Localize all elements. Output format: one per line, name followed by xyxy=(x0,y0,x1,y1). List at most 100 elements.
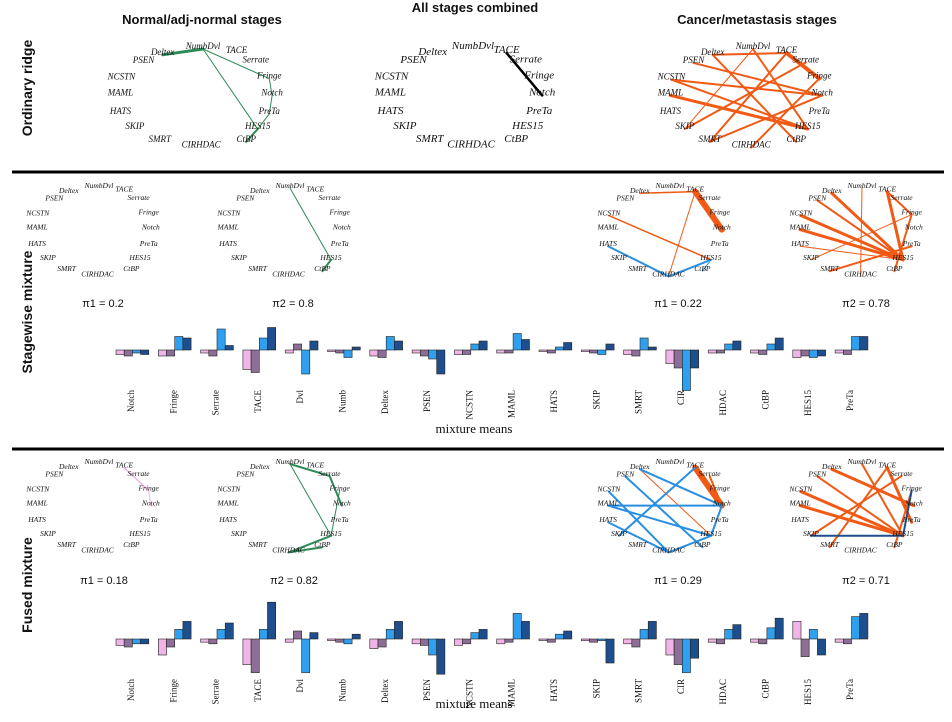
gene-label-HES15: HES15 xyxy=(319,529,341,538)
bar-Dvl-s4 xyxy=(309,340,319,351)
edge-NCSTN-HES15 xyxy=(608,214,712,261)
tick-label-HDAC: HDAC xyxy=(718,679,728,705)
gene-label-Fringe: Fringe xyxy=(137,484,159,493)
bar-HATS-s3 xyxy=(555,633,564,640)
bar-HDAC-s1 xyxy=(707,638,717,643)
gene-label-Serrate: Serrate xyxy=(699,193,722,202)
bar-CtBP-s2 xyxy=(758,638,768,645)
edge-Dvl-Serrate xyxy=(289,463,331,477)
gene-label-MAML: MAML xyxy=(657,87,684,97)
edge-Fringe-Notch xyxy=(148,490,152,507)
bar-NCSTN-s3 xyxy=(470,343,480,351)
gene-label-HATS: HATS xyxy=(790,239,809,248)
bar-Fringe-s4 xyxy=(182,621,192,640)
gene-label-HDAC: HDAC xyxy=(283,269,305,278)
bar-Notch-s3 xyxy=(132,349,141,354)
bar-HES15-s4 xyxy=(817,638,826,656)
bar-CtBP-s4 xyxy=(774,617,784,640)
gene-label-SMRT: SMRT xyxy=(248,264,268,273)
tick-label-TACE: TACE xyxy=(253,390,263,413)
bar-SKIP-s2 xyxy=(589,638,598,643)
edge-Deltex-TACE xyxy=(639,190,696,194)
bar-PreTa-s4 xyxy=(859,613,869,640)
gene-label-CIRHDAC: CIRHDAC xyxy=(732,140,772,150)
gene-label-PreTa: PreTa xyxy=(330,515,349,524)
gene-label-Notch: Notch xyxy=(904,499,923,508)
bar-PSEN-s1 xyxy=(411,638,421,645)
bar-CtBP-s1 xyxy=(750,638,759,643)
bar-Serrate-s4 xyxy=(224,622,234,640)
bar-Dvl-s2 xyxy=(293,630,302,640)
gene-label-HES15: HES15 xyxy=(891,529,913,538)
gene-label-CIR: CIR xyxy=(81,545,94,554)
bar-Serrate-s2 xyxy=(208,349,218,357)
bar-Numb-s3 xyxy=(343,349,353,358)
gene-label-CtBP: CtBP xyxy=(694,540,711,549)
gene-label-Numb: Numb xyxy=(275,181,294,190)
edge-Notch-SMRT xyxy=(708,94,824,143)
gene-label-HES15: HES15 xyxy=(128,253,150,262)
edge-Dvl-CIR xyxy=(860,187,863,277)
bar-Deltex-s1 xyxy=(369,638,379,649)
bar-HDAC-s2 xyxy=(716,349,725,354)
gene-label-SMRT: SMRT xyxy=(416,133,444,145)
bar-PreTa-s2 xyxy=(842,638,852,645)
bar-MAML-s3 xyxy=(512,333,522,351)
bar-CIR-s1 xyxy=(665,638,675,656)
gene-label-Numb: Numb xyxy=(275,457,294,466)
edge-TACE-Fringe xyxy=(784,51,822,81)
edge-Notch-PreTa xyxy=(268,94,273,115)
edge-Serrate-SKIP xyxy=(683,61,807,131)
edge-TACE-Notch xyxy=(505,51,544,97)
gene-label-PreTa: PreTa xyxy=(902,515,921,524)
gene-label-CIR: CIR xyxy=(272,545,285,554)
bar-CIR-s4 xyxy=(690,638,699,659)
gene-label-PSEN: PSEN xyxy=(132,55,155,65)
gene-label-CtBP: CtBP xyxy=(314,264,331,273)
gene-label-PSEN: PSEN xyxy=(807,193,827,202)
bar-TACE-s4 xyxy=(267,601,276,640)
gene-label-HES15: HES15 xyxy=(244,121,271,131)
gene-label-Serrate: Serrate xyxy=(699,469,722,478)
edge-neg-NCSTN-CIR xyxy=(607,490,670,554)
bar-CtBP-s2 xyxy=(758,349,768,355)
row-title-fused: Fused mixture xyxy=(19,537,35,633)
gene-label-Serrate: Serrate xyxy=(128,193,151,202)
gene-label-Dvl: Dvl xyxy=(865,181,877,190)
gene-label-Deltex: Deltex xyxy=(417,46,447,58)
gene-label-HDAC: HDAC xyxy=(92,269,114,278)
gene-label-Notch: Notch xyxy=(141,223,160,232)
gene-label-CIRHDAC: CIRHDAC xyxy=(182,140,222,150)
gene-label-Serrate: Serrate xyxy=(891,469,914,478)
gene-label-CIRHDAC: CIRHDAC xyxy=(652,545,686,554)
gene-label-NCSTN: NCSTN xyxy=(788,209,813,218)
edge-neg-MAML-HES15 xyxy=(607,504,713,537)
bar-Numb-s3 xyxy=(343,638,353,645)
gene-label-TACE: TACE xyxy=(115,461,133,470)
gene-label-SKIP: SKIP xyxy=(611,529,627,538)
gene-label-PreTa: PreTa xyxy=(710,515,729,524)
gene-label-HDAC: HDAC xyxy=(855,545,877,554)
tick-label-PreTa: PreTa xyxy=(845,679,855,700)
gene-label-TACE: TACE xyxy=(686,185,704,194)
gene-label-HATS: HATS xyxy=(790,515,809,524)
gene-label-CtBP: CtBP xyxy=(886,264,903,273)
gene-label-NCSTN: NCSTN xyxy=(657,72,687,82)
gene-label-Deltex: Deltex xyxy=(821,186,842,195)
gene-label-CIR: CIR xyxy=(272,269,285,278)
bar-NCSTN-s3 xyxy=(470,632,480,640)
bar-TACE-s2 xyxy=(250,349,260,373)
pi-label-fused_c1: π1 = 0.29 xyxy=(654,575,702,587)
edge-TACE-SMRT xyxy=(828,466,889,549)
bar-TACE-s3 xyxy=(258,337,268,351)
tick-label-NCSTN: NCSTN xyxy=(464,390,474,420)
gene-label-CtBP: CtBP xyxy=(236,134,256,144)
pi-label-stage_c2: π2 = 0.78 xyxy=(842,298,890,310)
gene-label-SKIP: SKIP xyxy=(40,253,56,262)
gene-label-SMRT: SMRT xyxy=(57,264,77,273)
gene-label-TACE: TACE xyxy=(686,461,704,470)
gene-label-Dvl: Dvl xyxy=(102,457,114,466)
